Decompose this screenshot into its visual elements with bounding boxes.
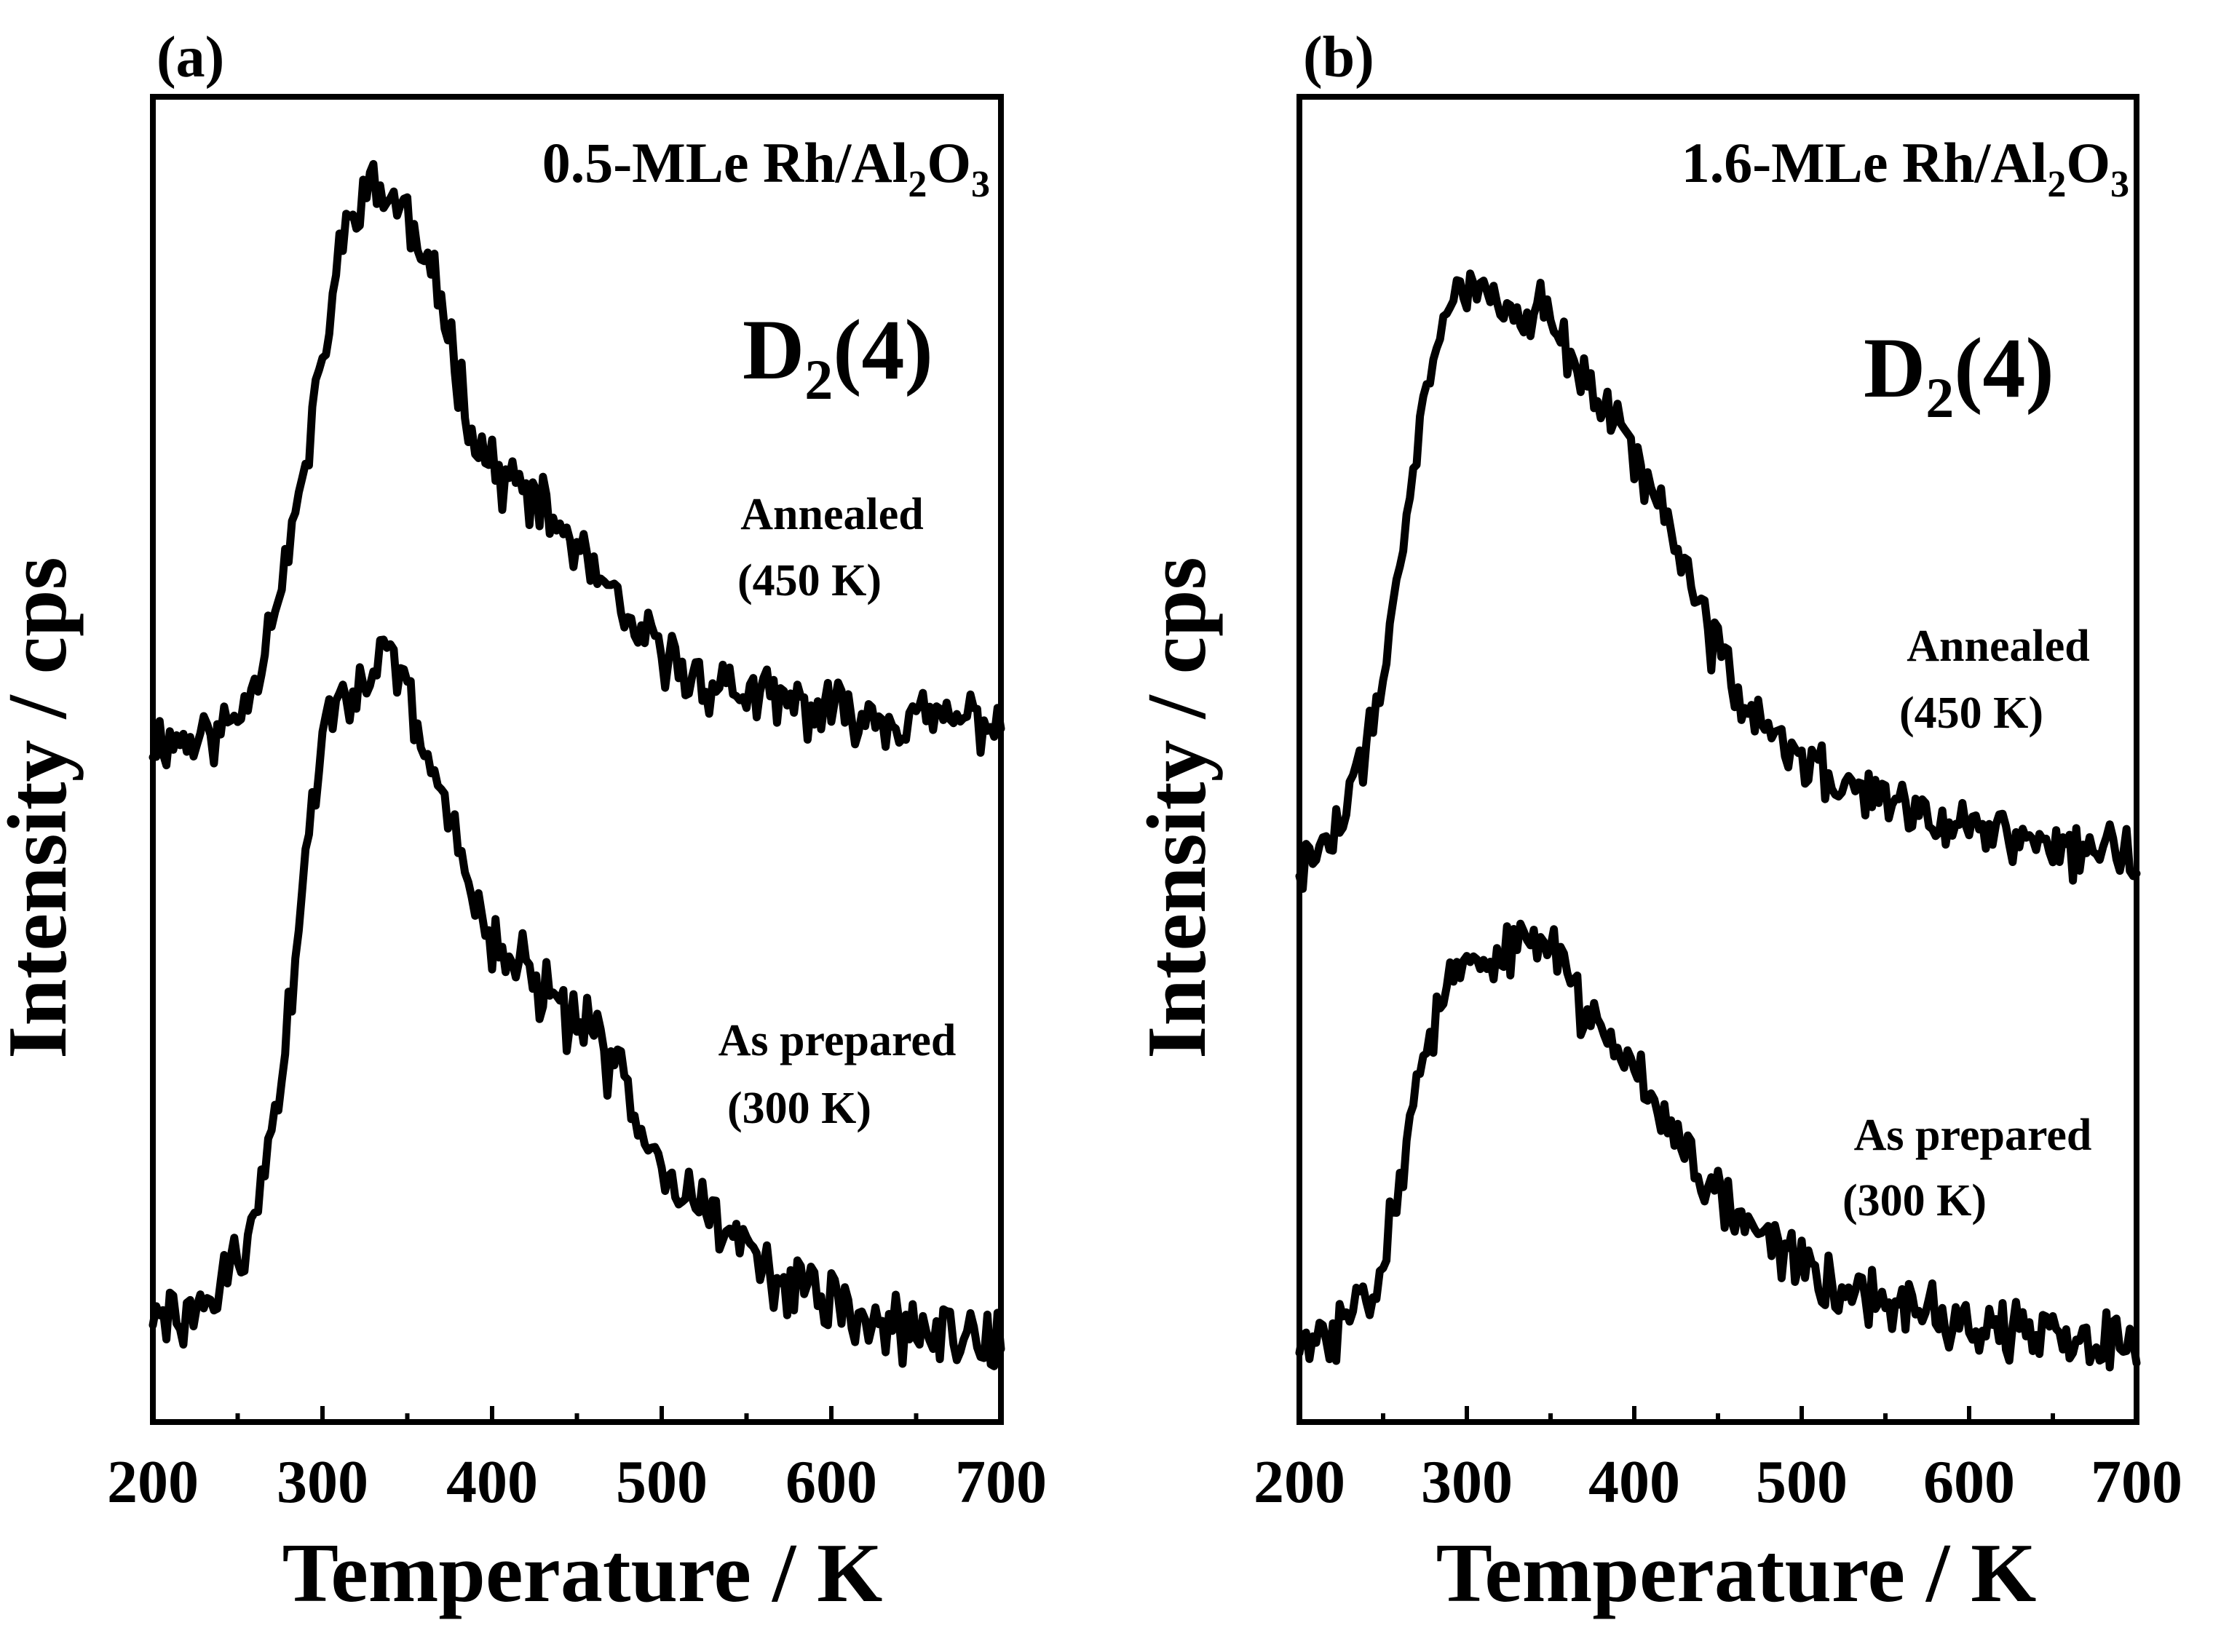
- panel-a-annealed-label-line2: (450 K): [737, 556, 882, 605]
- x-tick-label-300: 300: [1421, 1448, 1513, 1516]
- panel-a-sample-title: 0.5-MLe Rh/Al2O3: [542, 131, 990, 205]
- panel-b-sample-title: 1.6-MLe Rh/Al2O3: [1682, 131, 2129, 205]
- series-as-prepared-line: [1295, 919, 2141, 1372]
- x-tick-label-600: 600: [1923, 1448, 2015, 1516]
- panel-b-x-tick-labels: 200 300 400 500 600 700: [1254, 1448, 2182, 1516]
- panel-a-traces: [149, 159, 1005, 1370]
- panel-a-annealed-label-line1: Annealed: [740, 490, 923, 539]
- panel-a-species-label: D2(4): [743, 302, 933, 411]
- series-annealed-line: [1295, 269, 2141, 893]
- panel-b-x-ticks: [1381, 1406, 2055, 1422]
- x-tick-label-500: 500: [616, 1448, 708, 1516]
- panel-b-x-axis-label: Temperature / K: [1436, 1527, 2037, 1620]
- panel-b-asprepared-label-line2: (300 K): [1842, 1176, 1987, 1226]
- panel-a: (a) 0.5-MLe Rh/Al2O3 D2(4) Annealed (450…: [0, 25, 1047, 1620]
- panel-a-x-tick-labels: 200 300 400 500 600 700: [107, 1448, 1047, 1516]
- panel-b-asprepared-label-line1: As prepared: [1854, 1111, 2092, 1160]
- x-tick-label-200: 200: [1254, 1448, 1345, 1516]
- panel-a-y-axis-label: Intensity / cps: [0, 557, 84, 1059]
- x-tick-label-400: 400: [1588, 1448, 1680, 1516]
- series-annealed-line: [149, 159, 1005, 770]
- panel-a-asprepared-label-line2: (300 K): [727, 1084, 871, 1133]
- panel-a-x-axis-label: Temperature / K: [282, 1527, 883, 1620]
- panel-b-traces: [1295, 269, 2141, 1372]
- panel-b-annealed-label-line2: (450 K): [1899, 688, 2043, 738]
- x-tick-label-300: 300: [277, 1448, 368, 1516]
- panel-b: (b) 1.6-MLe Rh/Al2O3 D2(4) Annealed (450…: [1131, 25, 2182, 1620]
- x-tick-label-600: 600: [785, 1448, 877, 1516]
- panel-b-annealed-label-line1: Annealed: [1907, 622, 2089, 671]
- panel-a-letter: (a): [157, 25, 224, 90]
- x-tick-label-200: 200: [107, 1448, 199, 1516]
- panel-b-species-label: D2(4): [1864, 320, 2054, 429]
- panel-a-x-ticks: [235, 1406, 919, 1422]
- panel-b-y-axis-label: Intensity / cps: [1131, 557, 1224, 1059]
- panel-a-asprepared-label-line1: As prepared: [718, 1016, 957, 1065]
- x-tick-label-700: 700: [955, 1448, 1047, 1516]
- x-tick-label-500: 500: [1756, 1448, 1848, 1516]
- x-tick-label-700: 700: [2091, 1448, 2182, 1516]
- panel-b-letter: (b): [1303, 25, 1374, 90]
- x-tick-label-400: 400: [446, 1448, 538, 1516]
- series-as-prepared-line: [149, 635, 1005, 1370]
